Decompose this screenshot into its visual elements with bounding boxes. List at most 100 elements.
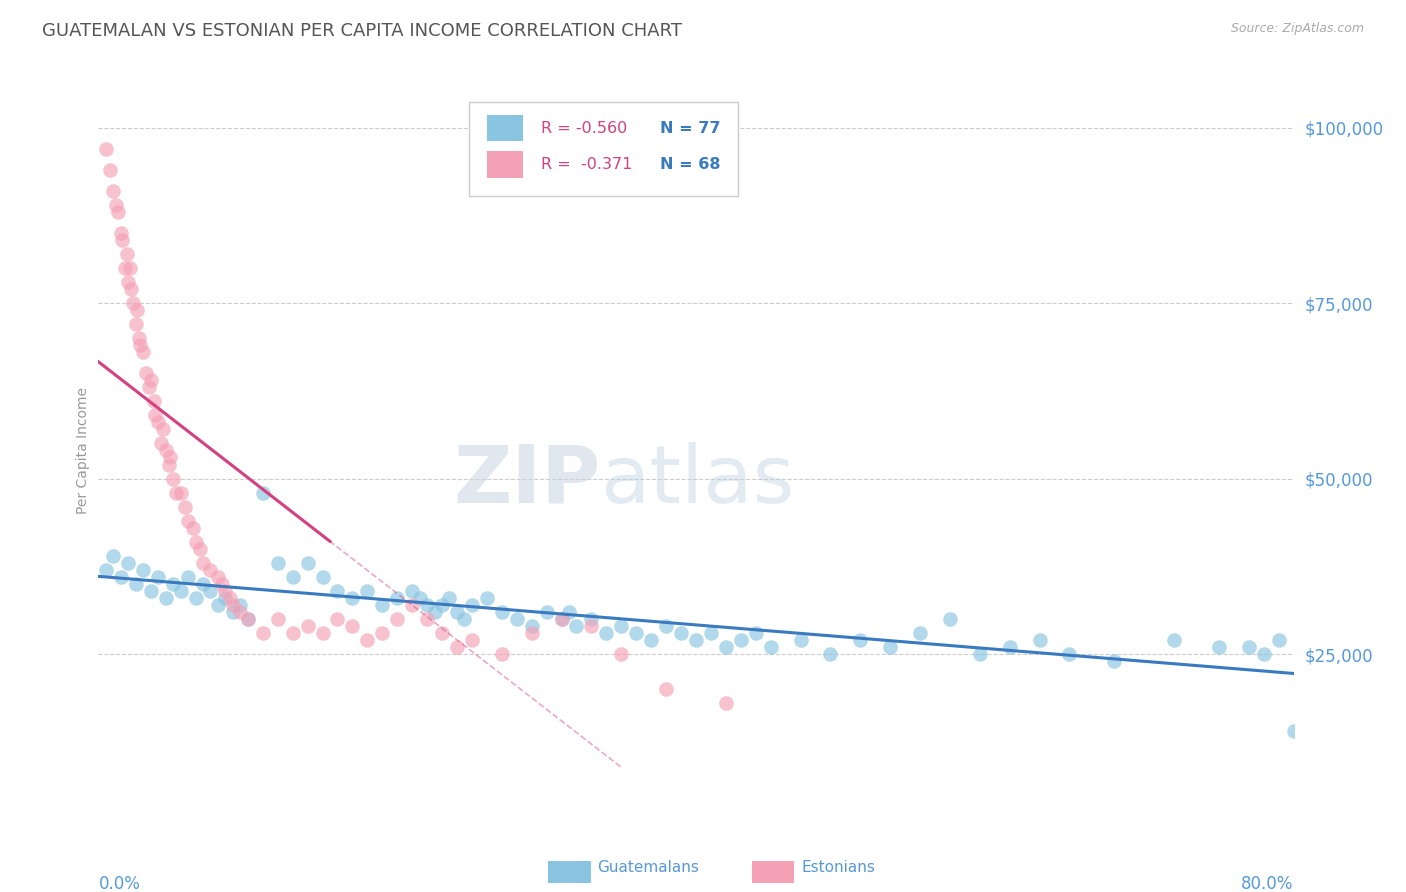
Point bbox=[177, 570, 200, 584]
Text: N = 68: N = 68 bbox=[661, 157, 721, 172]
Point bbox=[550, 612, 572, 626]
Point bbox=[103, 184, 125, 198]
Y-axis label: Per Capita Income: Per Capita Income bbox=[76, 387, 90, 514]
Point bbox=[610, 647, 633, 661]
Point bbox=[169, 485, 191, 500]
Point bbox=[371, 598, 394, 612]
Point bbox=[311, 570, 333, 584]
Point bbox=[475, 591, 498, 605]
Point bbox=[520, 626, 543, 640]
Point bbox=[520, 619, 543, 633]
Point bbox=[356, 633, 378, 648]
Point bbox=[111, 233, 134, 247]
Point bbox=[1059, 647, 1081, 661]
Point bbox=[107, 204, 129, 219]
Point bbox=[252, 626, 274, 640]
Point bbox=[117, 556, 139, 570]
Point bbox=[1237, 640, 1260, 654]
Point bbox=[222, 605, 245, 619]
Point bbox=[550, 612, 572, 626]
Point bbox=[267, 612, 290, 626]
Point bbox=[342, 591, 364, 605]
Point bbox=[177, 514, 200, 528]
Text: atlas: atlas bbox=[600, 442, 794, 520]
Point bbox=[211, 577, 233, 591]
Point bbox=[214, 591, 236, 605]
Point bbox=[114, 260, 136, 275]
Point bbox=[1267, 633, 1289, 648]
Point bbox=[152, 422, 174, 436]
Point bbox=[446, 605, 468, 619]
Point bbox=[184, 591, 207, 605]
Point bbox=[200, 583, 222, 598]
Point bbox=[685, 633, 707, 648]
Point bbox=[655, 682, 678, 697]
Point bbox=[121, 296, 143, 310]
Point bbox=[849, 633, 872, 648]
Point bbox=[110, 226, 132, 240]
Point bbox=[162, 577, 184, 591]
Point bbox=[132, 345, 155, 359]
Point bbox=[730, 633, 752, 648]
Point bbox=[669, 626, 692, 640]
Point bbox=[142, 394, 165, 409]
Text: Estonians: Estonians bbox=[801, 860, 876, 874]
Text: Guatemalans: Guatemalans bbox=[598, 860, 699, 874]
Point bbox=[214, 583, 236, 598]
Point bbox=[281, 626, 304, 640]
Point bbox=[558, 605, 581, 619]
Point bbox=[491, 605, 513, 619]
Point bbox=[745, 626, 768, 640]
Point bbox=[311, 626, 333, 640]
Point bbox=[536, 605, 558, 619]
Point bbox=[219, 591, 242, 605]
Point bbox=[94, 563, 117, 577]
Point bbox=[139, 373, 162, 387]
Point bbox=[385, 612, 409, 626]
Text: Source: ZipAtlas.com: Source: ZipAtlas.com bbox=[1230, 22, 1364, 36]
Point bbox=[118, 260, 141, 275]
Point bbox=[610, 619, 633, 633]
Point bbox=[1282, 724, 1305, 739]
Point bbox=[169, 583, 191, 598]
Point bbox=[159, 450, 181, 465]
Text: GUATEMALAN VS ESTONIAN PER CAPITA INCOME CORRELATION CHART: GUATEMALAN VS ESTONIAN PER CAPITA INCOME… bbox=[42, 22, 682, 40]
Point bbox=[127, 303, 149, 318]
Point bbox=[1163, 633, 1185, 648]
Point bbox=[371, 626, 394, 640]
Point bbox=[326, 612, 349, 626]
Point bbox=[191, 577, 214, 591]
Point bbox=[714, 640, 737, 654]
Point bbox=[188, 541, 211, 556]
Point bbox=[820, 647, 842, 661]
Text: 0.0%: 0.0% bbox=[98, 875, 141, 892]
FancyBboxPatch shape bbox=[470, 102, 738, 196]
Point bbox=[342, 619, 364, 633]
Point bbox=[416, 612, 439, 626]
Point bbox=[491, 647, 513, 661]
Point bbox=[191, 556, 214, 570]
Point bbox=[423, 605, 446, 619]
Point bbox=[401, 598, 423, 612]
Point bbox=[297, 556, 319, 570]
Point bbox=[565, 619, 588, 633]
Point bbox=[759, 640, 782, 654]
Text: 80.0%: 80.0% bbox=[1241, 875, 1294, 892]
Point bbox=[94, 142, 117, 156]
Point bbox=[326, 583, 349, 598]
Point bbox=[626, 626, 648, 640]
Point bbox=[461, 598, 484, 612]
Point bbox=[267, 556, 290, 570]
Point bbox=[157, 458, 180, 472]
Point bbox=[401, 583, 423, 598]
Point bbox=[385, 591, 409, 605]
Point bbox=[117, 275, 139, 289]
Bar bbox=[486, 152, 523, 178]
Point bbox=[115, 247, 138, 261]
Point bbox=[430, 626, 453, 640]
Point bbox=[174, 500, 197, 514]
Point bbox=[155, 591, 177, 605]
Text: R = -0.560: R = -0.560 bbox=[541, 120, 627, 136]
Point bbox=[969, 647, 991, 661]
Point bbox=[103, 549, 125, 563]
